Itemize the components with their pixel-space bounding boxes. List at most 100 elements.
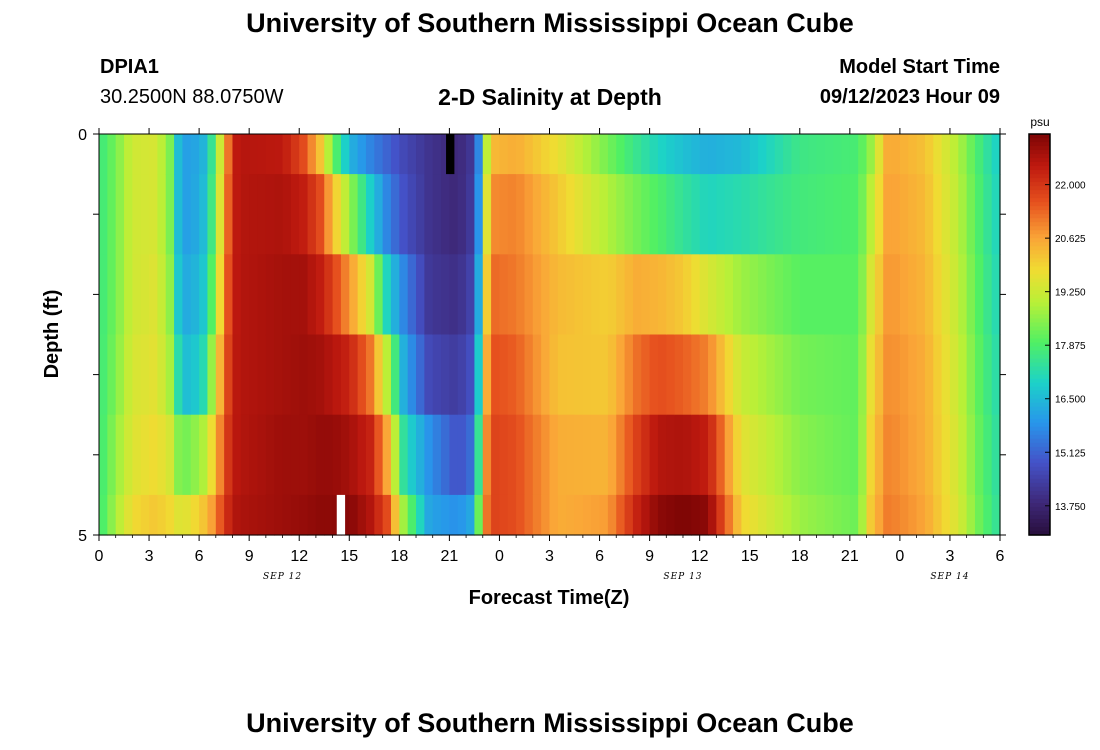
heatmap-cell [749,494,759,536]
heatmap-cell [532,494,542,536]
heatmap-cell [916,134,926,175]
x-axis-ticks: 0 3 6 9 12 15 18 21 0 3 6 9 12 15 18 21 0 3 6 [95,128,1005,565]
colorbar-segment [1029,430,1050,436]
heatmap-cell [624,494,634,536]
heatmap-cell [632,414,642,496]
x-tick-label: 3 [145,548,154,565]
heatmap-cell [407,494,417,536]
heatmap-cell [474,134,484,175]
heatmap-cell [516,134,526,175]
heatmap-cell [858,494,868,536]
colorbar-segment [1029,362,1050,368]
heatmap-cell [449,494,459,536]
heatmap-cell [115,254,125,336]
model-start-time: 09/12/2023 Hour 09 [819,86,1000,108]
heatmap-cell [265,134,275,175]
colorbar-tick-label: 15.125 [1055,448,1086,459]
colorbar-segment [1029,334,1050,340]
heatmap-cell [407,174,417,255]
colorbar-segment [1029,186,1050,191]
heatmap-cell [724,174,734,255]
heatmap-cell [190,174,200,255]
heatmap-cell [641,494,651,536]
heatmap-cell [641,134,651,175]
heatmap-cell [215,254,225,336]
heatmap-cell [841,254,851,336]
heatmap-cell [682,334,692,416]
heatmap-cell [582,494,592,536]
heatmap-cell [524,254,534,336]
heatmap-cell [332,174,342,255]
heatmap-cell [232,254,242,336]
colorbar-segment [1029,158,1050,163]
heatmap-cell [699,334,709,416]
heatmap-cell [532,414,542,496]
heatmap-cell [207,254,217,336]
heatmap-cell [616,494,626,536]
heatmap-cell [924,414,934,496]
heatmap-cell [841,494,851,536]
heatmap-cell [157,174,167,255]
colorbar-segment [1029,450,1050,456]
heatmap-cell [174,414,184,496]
colorbar: 22.000 20.625 19.250 17.875 16.500 15.125 13.7… [1028,115,1086,536]
colorbar-segment [1029,346,1050,352]
heatmap-cell [908,414,918,496]
heatmap-cell [716,334,726,416]
heatmap-cell [599,174,609,255]
heatmap-cell [858,174,868,255]
heatmap-cell [249,174,259,255]
heatmap-cell [399,134,409,175]
heatmap-cell [774,134,784,175]
heatmap-cell [315,494,325,536]
heatmap-cell [766,494,776,536]
heatmap-cell [182,174,192,255]
heatmap-cell [849,174,859,255]
heatmap-cell [265,174,275,255]
heatmap-cell [557,414,567,496]
heatmap-cell [432,494,442,536]
x-axis-label: Forecast Time(Z) [469,587,630,609]
heatmap-cell [924,134,934,175]
heatmap-cell [599,134,609,175]
heatmap-cell [549,174,559,255]
colorbar-segment [1029,422,1050,428]
heatmap-cell [441,174,450,255]
heatmap-cell [983,174,993,255]
heatmap-cell [833,174,843,255]
heatmap-cell [899,254,909,336]
heatmap-cell [841,414,851,496]
colorbar-segment [1029,446,1050,452]
heatmap-cell [482,414,492,496]
heatmap-cell [132,334,142,416]
heatmap-cell [382,334,392,416]
heatmap-cell [699,174,709,255]
heatmap-cell [407,254,417,336]
heatmap-cell [741,414,751,496]
colorbar-segment [1029,302,1050,308]
heatmap-cell [332,334,342,416]
heatmap-cell [332,254,342,336]
heatmap-cell [624,414,634,496]
heatmap-cell [99,174,108,255]
colorbar-segment [1029,482,1050,488]
heatmap-cell [699,254,709,336]
colorbar-segment [1029,138,1050,143]
heatmap-cell [983,254,993,336]
heatmap-cell [274,334,284,416]
heatmap-cell [424,134,434,175]
heatmap-cell [132,414,142,496]
heatmap-cell [365,414,375,496]
heatmap-cell [541,254,551,336]
heatmap-cell [457,334,467,416]
heatmap-cell [140,414,150,496]
colorbar-tick-label: 20.625 [1055,234,1086,245]
heatmap-cell [657,134,667,175]
heatmap-cell [390,174,400,255]
heatmap-cell [808,494,818,536]
heatmap-cell [874,134,884,175]
colorbar-segment [1029,406,1050,412]
heatmap-cells [99,134,1001,536]
heatmap-cell [991,134,1001,175]
heatmap-cell [374,494,384,536]
